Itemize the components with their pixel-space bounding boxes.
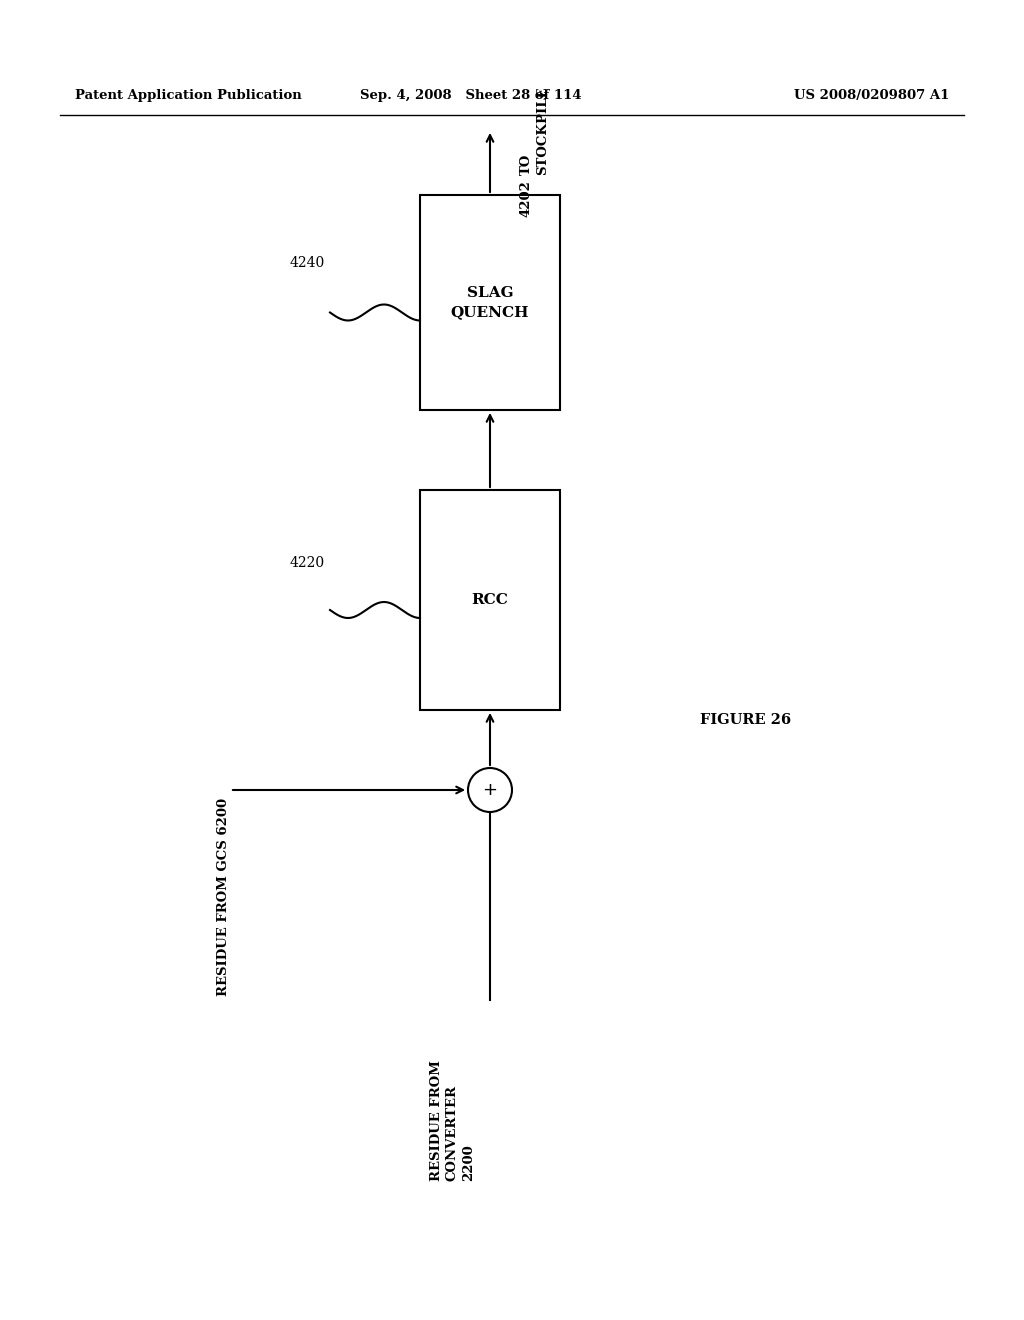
Bar (420, 490, 560, 710)
Text: TO
STOCKPILE: TO STOCKPILE (520, 87, 549, 176)
Text: RESIDUE FROM GCS 6200: RESIDUE FROM GCS 6200 (217, 799, 230, 997)
Text: Patent Application Publication: Patent Application Publication (75, 88, 302, 102)
Text: +: + (482, 781, 498, 799)
Text: 4202: 4202 (520, 180, 534, 216)
Text: FIGURE 26: FIGURE 26 (700, 713, 792, 727)
Text: RCC: RCC (472, 593, 509, 607)
Circle shape (468, 768, 512, 812)
Text: RESIDUE FROM
CONVERTER
2200: RESIDUE FROM CONVERTER 2200 (430, 1060, 475, 1181)
Text: SLAG
QUENCH: SLAG QUENCH (451, 285, 529, 319)
Text: Sep. 4, 2008   Sheet 28 of 114: Sep. 4, 2008 Sheet 28 of 114 (360, 88, 582, 102)
Bar (420, 195, 560, 411)
Text: 4220: 4220 (290, 556, 325, 570)
Text: 4240: 4240 (290, 256, 325, 271)
Text: US 2008/0209807 A1: US 2008/0209807 A1 (794, 88, 949, 102)
